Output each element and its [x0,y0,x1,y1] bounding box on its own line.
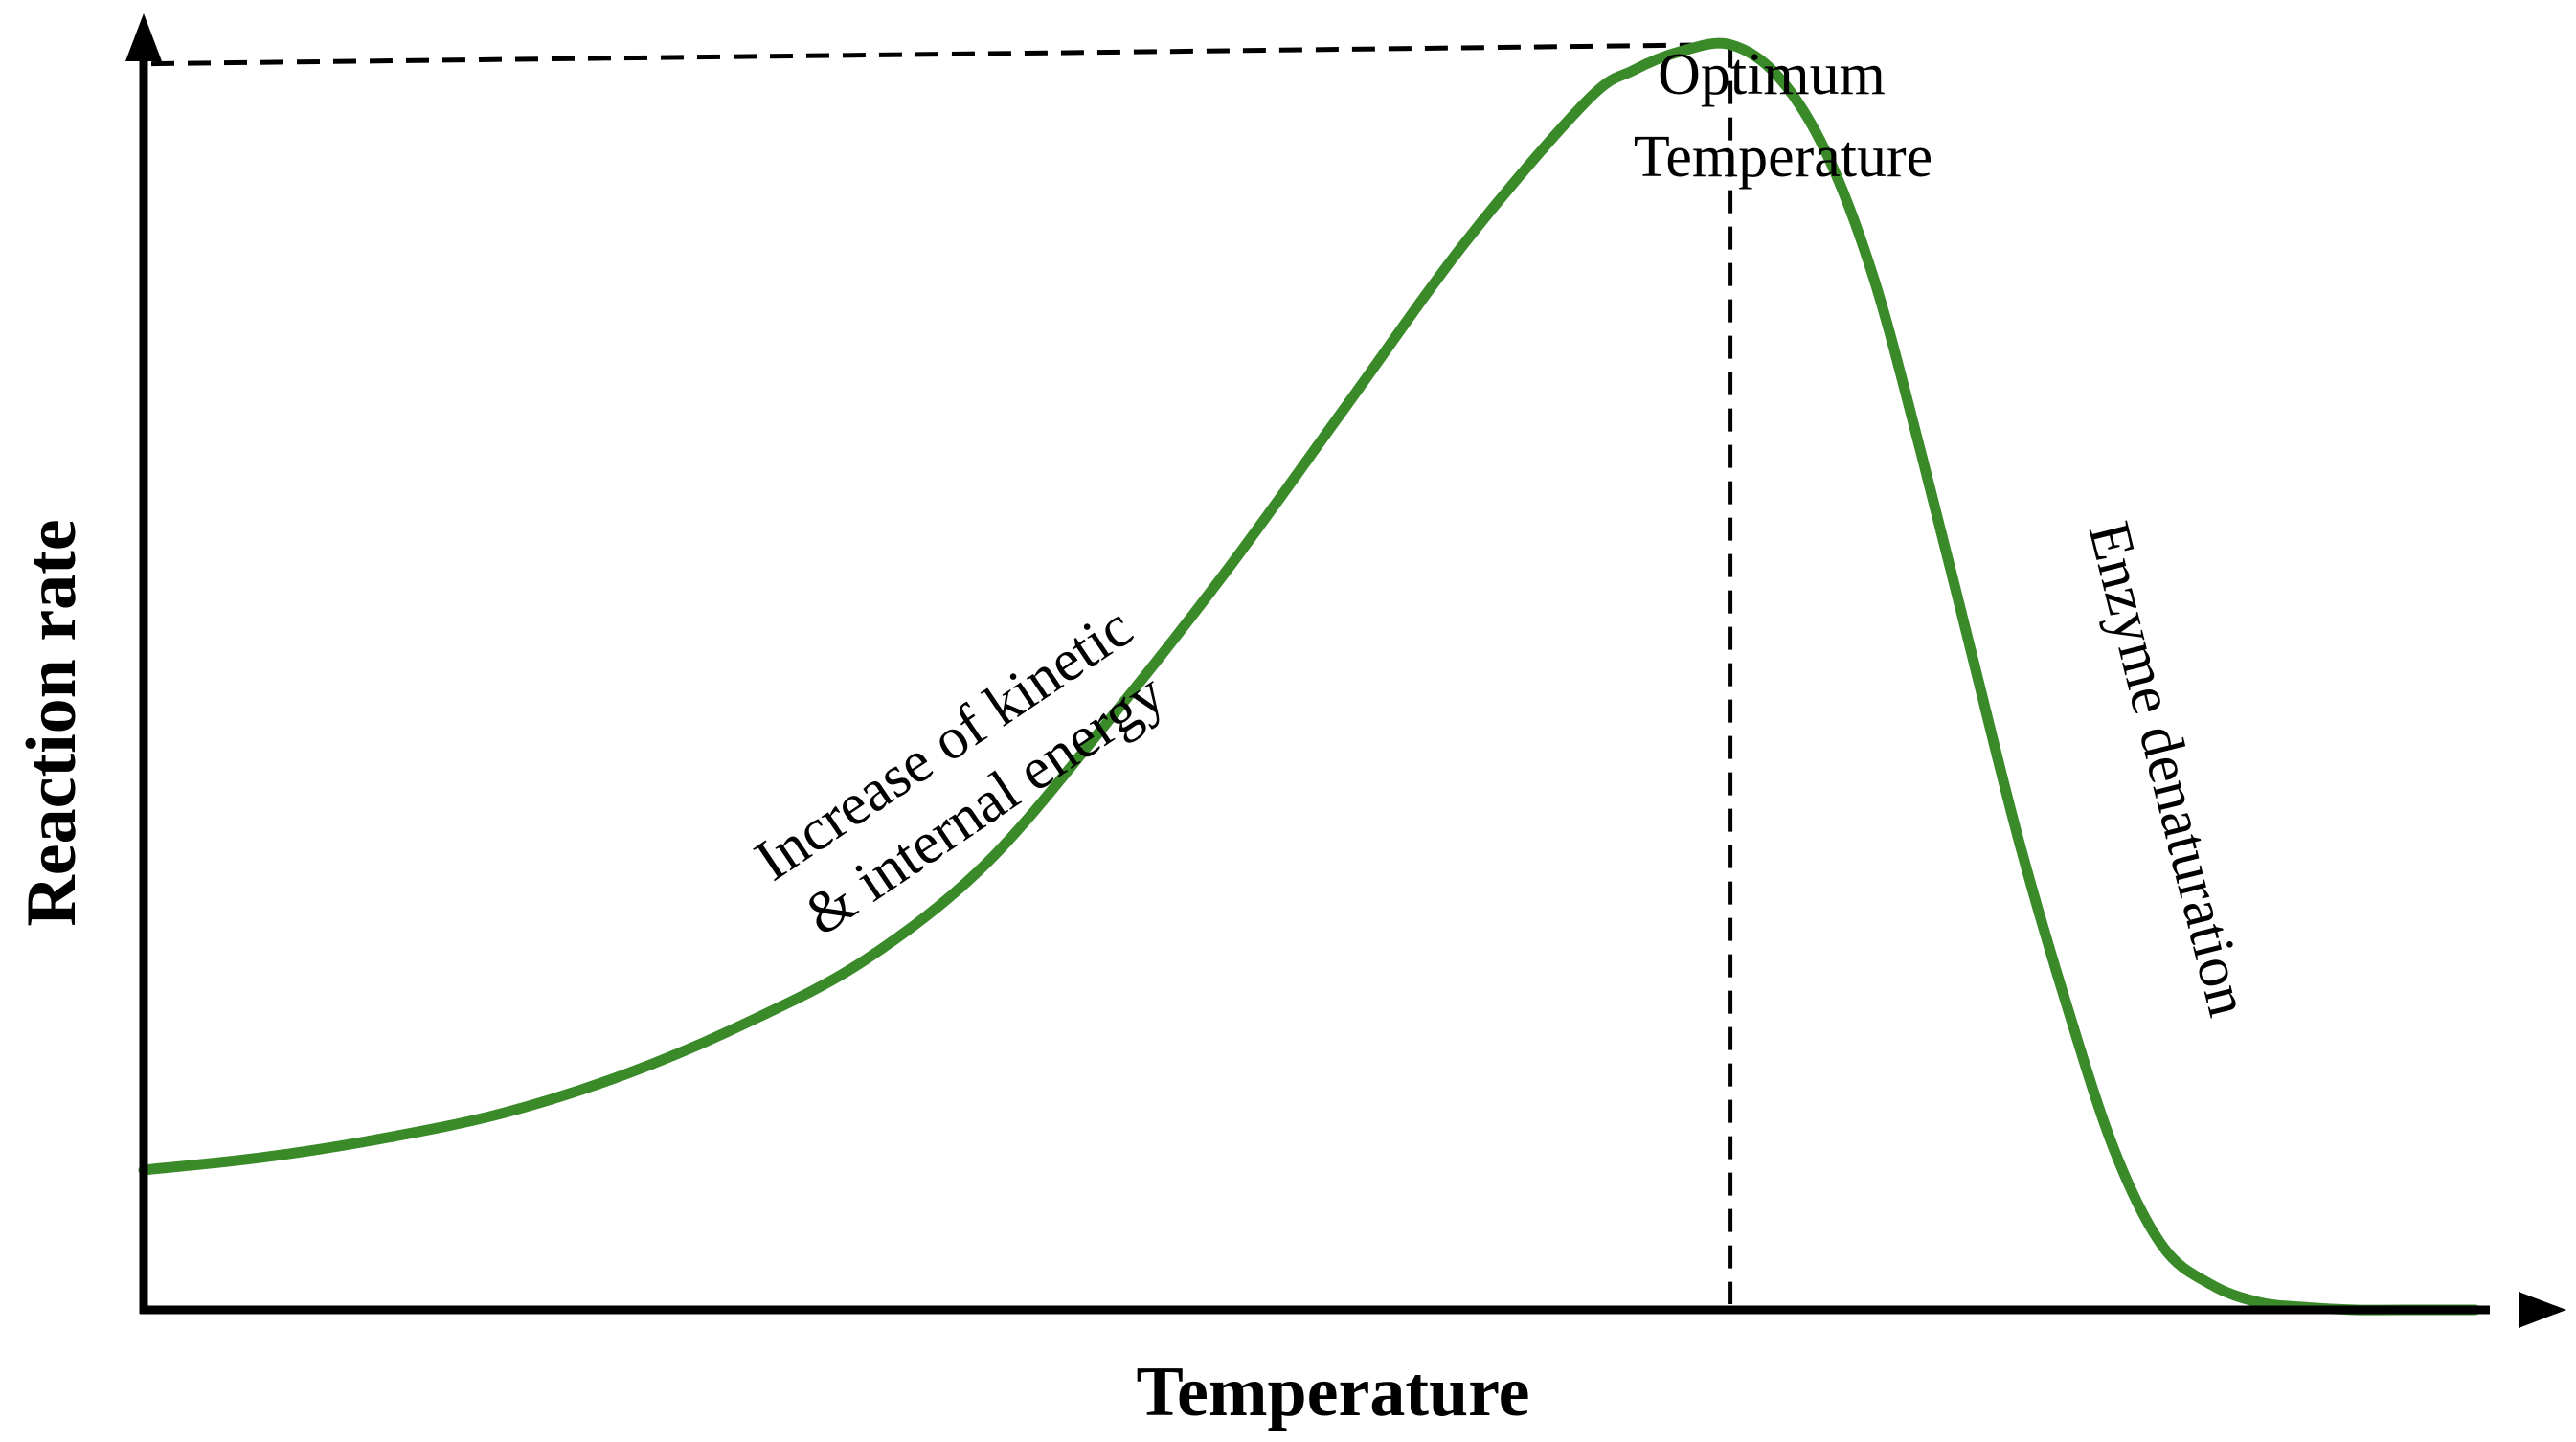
axes [125,13,2566,1328]
series-line-reaction-rate [138,37,2481,1316]
plot-area [138,37,2481,1316]
y-axis-arrowhead [125,13,162,61]
annotation-optimum-line-1: Optimum [1658,42,1886,107]
annotation-increase-energy: Increase of kinetic & internal energy [744,595,1176,948]
annotation-optimum-temperature: Optimum Temperature [1634,42,1932,190]
annotation-optimum-line-2: Temperature [1634,124,1932,190]
x-axis-arrowhead [2519,1292,2566,1328]
x-axis-label: Temperature [1136,1353,1529,1431]
y-axis-label: Reaction rate [12,519,91,926]
annotation-enzyme-denaturation: Enzyme denaturation [2075,516,2261,1023]
peak-reference-line-horizontal [150,42,1730,67]
